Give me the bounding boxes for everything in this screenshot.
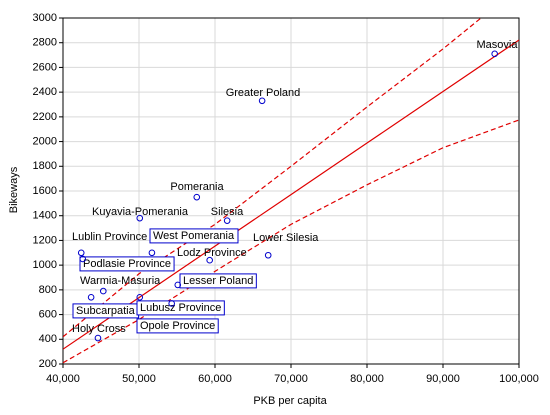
data-point [136,293,144,301]
plot-area [63,18,519,364]
label-box [179,273,257,289]
confidence-upper [63,18,482,338]
label-box [136,318,219,334]
x-tick-label: 70,000 [274,373,308,385]
y-tick-label: 1200 [33,234,57,246]
label-box [149,228,239,244]
x-tick-label: 80,000 [350,373,384,385]
y-tick-label: 2400 [33,86,57,98]
data-point [87,293,95,301]
point-label: Subcarpatia [76,305,136,317]
y-axis-title: Bikeways [8,166,20,213]
y-tick-label: 2800 [33,37,57,49]
point-label: Lodz Province [177,247,247,259]
y-tick-label: 3000 [33,12,57,24]
point-label: Kuyavia-Pomerania [92,206,189,218]
point-label: Pomerania [170,181,224,193]
y-tick-label: 1000 [33,259,57,271]
point-label: Lower Silesia [253,232,319,244]
point-label: Lesser Poland [183,275,253,287]
x-tick-label: 60,000 [198,373,232,385]
point-label: Warmia-Masuria [80,275,161,287]
plot-frame [62,17,520,365]
point-label: Holy Cross [72,323,126,335]
point-label: Greater Poland [226,87,301,99]
x-tick-label: 90,000 [426,373,460,385]
data-point [223,217,231,224]
data-point [99,287,107,295]
y-tick-label: 800 [39,284,57,296]
point-label: Podlasie Province [83,258,171,270]
data-point [264,251,272,259]
y-tick-label: 200 [39,358,57,370]
data-point [79,255,87,263]
point-label: Masovia [477,39,519,51]
y-tick-label: 1600 [33,185,57,197]
x-tick-label: 100,000 [499,373,539,385]
data-point [258,97,266,105]
data-point [206,256,213,264]
y-tick-label: 2200 [33,111,57,123]
x-tick-label: 50,000 [122,373,156,385]
y-tick-label: 1400 [33,210,57,222]
point-label: Lubusz Province [140,302,221,314]
y-tick-label: 2000 [33,135,57,147]
data-point [148,249,156,257]
data-point [77,249,85,257]
point-label: Lublin Province [72,231,147,243]
x-tick-label: 40,000 [46,373,80,385]
point-label: Opole Province [140,320,215,332]
label-box [79,256,175,272]
y-tick-label: 400 [39,333,57,345]
label-box [136,300,225,316]
point-label: West Pomerania [153,230,235,242]
y-tick-label: 2600 [33,61,57,73]
y-tick-label: 600 [39,308,57,320]
data-point [491,50,498,58]
y-tick-label: 1800 [33,160,57,172]
confidence-lower [63,119,519,364]
data-point [168,300,175,307]
data-point [193,193,201,201]
data-point [174,281,182,289]
fit-line [63,39,519,350]
data-point [136,214,144,222]
data-point [94,334,102,342]
x-axis-title: PKB per capita [253,395,327,407]
point-label: Silesia [211,206,244,218]
